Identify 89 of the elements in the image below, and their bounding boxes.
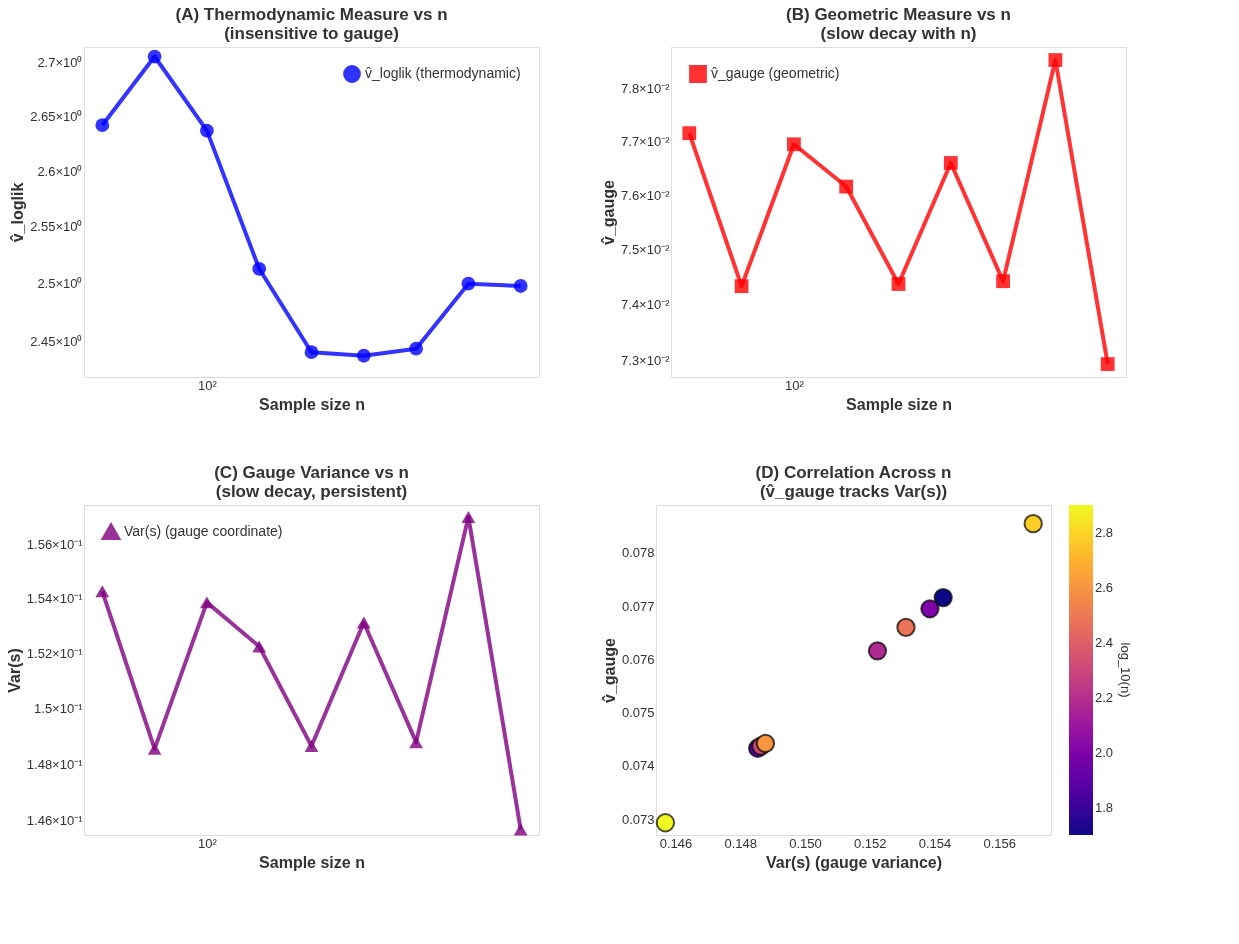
- point: [252, 640, 267, 653]
- point: [996, 274, 1010, 289]
- point: [755, 733, 776, 754]
- point: [891, 277, 906, 291]
- y-tick-label: 0.073: [621, 811, 655, 827]
- y-tick-label: 2.7×10⁰: [37, 55, 83, 71]
- y-tick-label: 0.078: [621, 545, 655, 561]
- x-tick-label: 10²: [785, 377, 805, 393]
- point: [734, 279, 749, 294]
- x-axis-title: Sample size n: [259, 853, 365, 871]
- point: [655, 813, 676, 833]
- legend-label: Var(s) (gauge coordinate): [124, 523, 283, 539]
- y-tick-label: 2.55×10⁰: [30, 219, 83, 235]
- point: [461, 510, 476, 523]
- color-bar-label: 2.6: [1095, 579, 1114, 595]
- y-tick-label: 7.3×10⁻²: [621, 352, 671, 368]
- y-tick-label: 0.075: [621, 705, 655, 721]
- point: [147, 49, 162, 64]
- point: [867, 641, 888, 661]
- y-tick-label: 1.52×10⁻¹: [26, 645, 84, 661]
- color-bar-label: 1.8: [1095, 799, 1114, 815]
- point: [461, 276, 476, 291]
- color-bar-label: 2.8: [1095, 524, 1114, 540]
- y-tick-label: 0.077: [621, 598, 655, 614]
- x-tick-label: 0.148: [724, 835, 757, 851]
- y-tick-label: 2.65×10⁰: [30, 109, 83, 125]
- point: [95, 585, 110, 598]
- point: [147, 742, 162, 755]
- point: [933, 587, 953, 608]
- point: [304, 740, 319, 753]
- y-tick-label: 2.6×10⁰: [37, 163, 83, 179]
- chart-title: (C) Gauge Variance vs n (slow decay, persistent): [214, 463, 409, 501]
- color-bar-label: 2.0: [1095, 744, 1114, 760]
- y-tick-label: 7.4×10⁻²: [621, 296, 671, 312]
- legend-label: v̂_loglik (thermodynamic): [365, 65, 521, 81]
- x-tick-label: 0.150: [789, 835, 822, 851]
- point: [200, 123, 214, 138]
- point: [409, 736, 423, 749]
- point: [356, 348, 371, 363]
- x-tick-label: 0.152: [853, 835, 887, 851]
- point: [787, 137, 801, 152]
- y-tick-label: 1.48×10⁻¹: [26, 756, 84, 772]
- y-tick-label: 7.7×10⁻²: [621, 134, 671, 150]
- point: [1100, 357, 1115, 371]
- point: [682, 126, 697, 141]
- point: [1048, 53, 1063, 67]
- x-tick-label: 10²: [198, 835, 218, 851]
- point: [356, 616, 371, 629]
- y-tick-label: 7.5×10⁻²: [621, 241, 671, 257]
- y-axis-title: v̂_loglik: [9, 182, 27, 243]
- y-tick-label: 1.54×10⁻¹: [26, 591, 84, 607]
- point: [304, 345, 319, 360]
- y-tick-label: 7.6×10⁻²: [621, 187, 671, 203]
- point: [95, 118, 110, 133]
- x-tick-label: 0.146: [659, 835, 693, 851]
- point: [200, 596, 214, 609]
- y-tick-label: 1.56×10⁻¹: [26, 537, 84, 553]
- y-tick-label: 2.45×10⁰: [30, 334, 83, 350]
- y-tick-label: 7.8×10⁻²: [621, 81, 671, 97]
- y-tick-label: 0.076: [621, 651, 655, 667]
- chart-title: (D) Correlation Across n (v̂_gauge tracks Var(s)): [755, 463, 952, 501]
- y-tick-label: 2.5×10⁰: [37, 276, 83, 292]
- color-bar-label: 2.2: [1095, 689, 1114, 705]
- point: [920, 599, 940, 619]
- point: [409, 341, 423, 356]
- x-axis-title: Sample size n: [259, 395, 365, 413]
- x-tick-label: 0.156: [983, 835, 1016, 851]
- x-axis-title: Var(s) (gauge variance): [765, 853, 943, 871]
- x-axis-title: Sample size n: [846, 395, 952, 413]
- point: [896, 617, 916, 638]
- y-axis-title: v̂_gauge: [600, 179, 618, 245]
- color-bar-label: 2.4: [1095, 634, 1114, 650]
- y-axis-title: v̂_gauge: [600, 637, 618, 703]
- y-tick-label: 1.46×10⁻¹: [26, 813, 84, 829]
- color-bar-title: log_10(n): [1118, 642, 1133, 698]
- x-tick-label: 0.154: [918, 835, 952, 851]
- chart-title: (B) Geometric Measure vs n (slow decay with n): [786, 5, 1011, 43]
- point: [943, 156, 958, 170]
- point: [839, 179, 854, 194]
- point: [252, 261, 267, 276]
- point: [513, 823, 528, 836]
- x-tick-label: 10²: [198, 377, 218, 393]
- point: [1023, 513, 1043, 534]
- legend-label: v̂_gauge (geometric): [711, 65, 840, 81]
- y-tick-label: 1.5×10⁻¹: [34, 700, 84, 716]
- point: [513, 279, 528, 293]
- chart-title: (A) Thermodynamic Measure vs n (insensitive to gauge): [175, 5, 448, 43]
- y-tick-label: 0.074: [621, 758, 655, 774]
- y-axis-title: Var(s): [5, 648, 23, 693]
